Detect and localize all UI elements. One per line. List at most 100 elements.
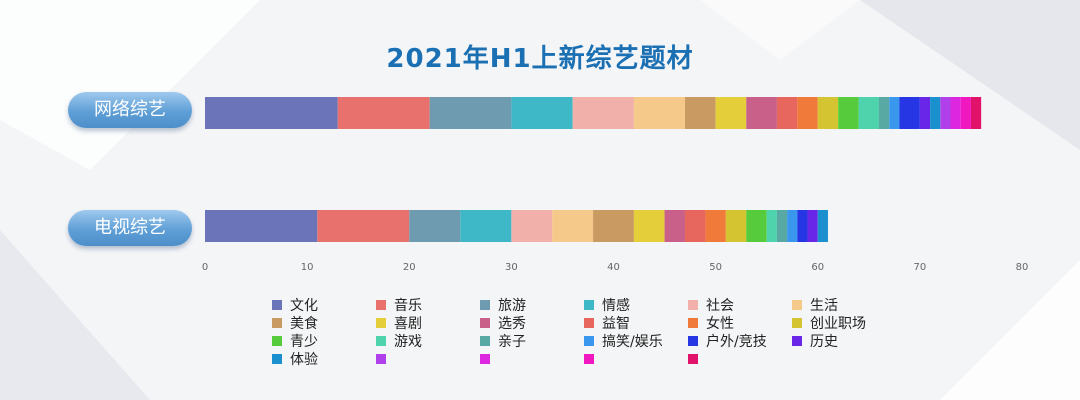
legend-item: 游戏 xyxy=(376,332,480,350)
bar-segment-1-16 xyxy=(797,210,808,242)
bar-segment-0-17 xyxy=(919,97,931,129)
bar-segment-1-17 xyxy=(807,210,818,242)
bar-segment-0-13 xyxy=(858,97,880,129)
bar-segment-1-0 xyxy=(205,210,318,242)
bar-segment-0-3 xyxy=(511,97,573,129)
legend-label: 情感 xyxy=(602,297,630,314)
legend-item: 音乐 xyxy=(376,296,480,314)
legend-item: 喜剧 xyxy=(376,314,480,332)
legend-swatch xyxy=(584,317,594,328)
legend-label: 历史 xyxy=(810,333,838,350)
bar-segment-1-12 xyxy=(746,210,767,242)
legend-item: 情感 xyxy=(584,296,688,314)
bar-segment-0-2 xyxy=(429,97,512,129)
legend-label: 生活 xyxy=(810,297,838,314)
bar-segment-1-2 xyxy=(409,210,461,242)
legend-item: 创业职场 xyxy=(792,314,896,332)
legend-swatch xyxy=(376,353,386,364)
legend-item: 生活 xyxy=(792,296,896,314)
bar-segment-0-12 xyxy=(838,97,859,129)
legend-label: 户外/竞技 xyxy=(706,333,767,350)
legend-item: 体验 xyxy=(272,350,376,368)
chart-title: 2021年H1上新综艺题材 xyxy=(386,44,694,74)
bar-segment-0-14 xyxy=(879,97,890,129)
bar-segment-1-15 xyxy=(787,210,798,242)
stacked-bar-chart: 0 10 20 30 40 50 60 70 80 xyxy=(202,97,1029,273)
legend-swatch xyxy=(688,335,698,346)
legend-swatch xyxy=(792,299,802,310)
bar-segment-0-9 xyxy=(776,97,798,129)
x-tick-label: 0 xyxy=(202,262,208,273)
bar-segment-1-1 xyxy=(317,210,410,242)
legend-swatch xyxy=(480,317,490,328)
x-tick-label: 20 xyxy=(403,262,416,273)
bar-segment-0-4 xyxy=(572,97,634,129)
bar-segment-1-8 xyxy=(664,210,685,242)
legend-swatch xyxy=(272,299,282,310)
legend-item: 旅游 xyxy=(480,296,584,314)
legend-item: 搞笑/娱乐 xyxy=(584,332,688,350)
bar-segment-1-5 xyxy=(552,210,594,242)
x-tick-label: 50 xyxy=(709,262,722,273)
bar-segment-1-3 xyxy=(460,210,512,242)
legend-item xyxy=(584,350,688,367)
legend-swatch xyxy=(688,317,698,328)
x-tick-label: 80 xyxy=(1016,262,1029,273)
bar-segment-1-18 xyxy=(817,210,828,242)
legend-item: 文化 xyxy=(272,296,376,314)
bar-segment-0-15 xyxy=(889,97,900,129)
legend-label: 益智 xyxy=(602,315,630,332)
bar-segment-0-20 xyxy=(950,97,961,129)
bar-segment-0-0 xyxy=(205,97,338,129)
chart-legend: 文化 音乐 旅游 情感 社会 生活 美食 喜剧 选秀 益智 女性 创业职场 青少 游戏 亲子 搞笑/娱乐 户外/… xyxy=(272,296,912,368)
category-pill-tv-variety: 电视综艺 xyxy=(68,210,192,246)
legend-swatch xyxy=(792,335,802,346)
legend-item: 社会 xyxy=(688,296,792,314)
legend-item: 历史 xyxy=(792,332,896,350)
bar-segment-0-8 xyxy=(746,97,777,129)
bar-segment-0-16 xyxy=(899,97,920,129)
legend-item: 户外/竞技 xyxy=(688,332,792,350)
bar-segment-0-22 xyxy=(970,97,982,129)
category-pill-web-variety: 网络综艺 xyxy=(68,92,192,128)
x-tick-label: 70 xyxy=(914,262,927,273)
legend-swatch xyxy=(792,317,802,328)
bar-segment-1-11 xyxy=(725,210,747,242)
bar-segment-1-14 xyxy=(776,210,788,242)
legend-item: 青少 xyxy=(272,332,376,350)
bar-segment-0-1 xyxy=(337,97,430,129)
legend-swatch xyxy=(584,353,594,364)
legend-label: 亲子 xyxy=(498,333,526,350)
bar-segment-1-7 xyxy=(633,210,665,242)
legend-label: 选秀 xyxy=(498,315,526,332)
legend-label: 女性 xyxy=(706,315,734,332)
bar-segment-1-4 xyxy=(511,210,553,242)
legend-swatch xyxy=(272,335,282,346)
legend-swatch xyxy=(376,335,386,346)
legend-swatch xyxy=(584,335,594,346)
legend-label: 喜剧 xyxy=(394,315,422,332)
bar-segment-0-19 xyxy=(940,97,951,129)
legend-swatch xyxy=(376,317,386,328)
legend-swatch xyxy=(480,299,490,310)
bar-segment-0-7 xyxy=(715,97,747,129)
legend-item: 亲子 xyxy=(480,332,584,350)
legend-swatch xyxy=(480,353,490,364)
legend-swatch xyxy=(376,299,386,310)
legend-item xyxy=(480,350,584,367)
x-tick-label: 30 xyxy=(505,262,518,273)
legend-item: 女性 xyxy=(688,314,792,332)
legend-label: 旅游 xyxy=(498,297,526,314)
x-tick-label: 40 xyxy=(607,262,620,273)
legend-swatch xyxy=(688,299,698,310)
legend-label: 音乐 xyxy=(394,297,422,314)
legend-label: 青少 xyxy=(290,333,318,350)
legend-swatch xyxy=(272,317,282,328)
bar-segment-0-10 xyxy=(797,97,818,129)
bar-segment-0-5 xyxy=(633,97,685,129)
bar-segment-1-6 xyxy=(593,210,634,242)
legend-swatch xyxy=(688,353,698,364)
legend-label: 搞笑/娱乐 xyxy=(602,333,663,350)
legend-label: 社会 xyxy=(706,297,734,314)
